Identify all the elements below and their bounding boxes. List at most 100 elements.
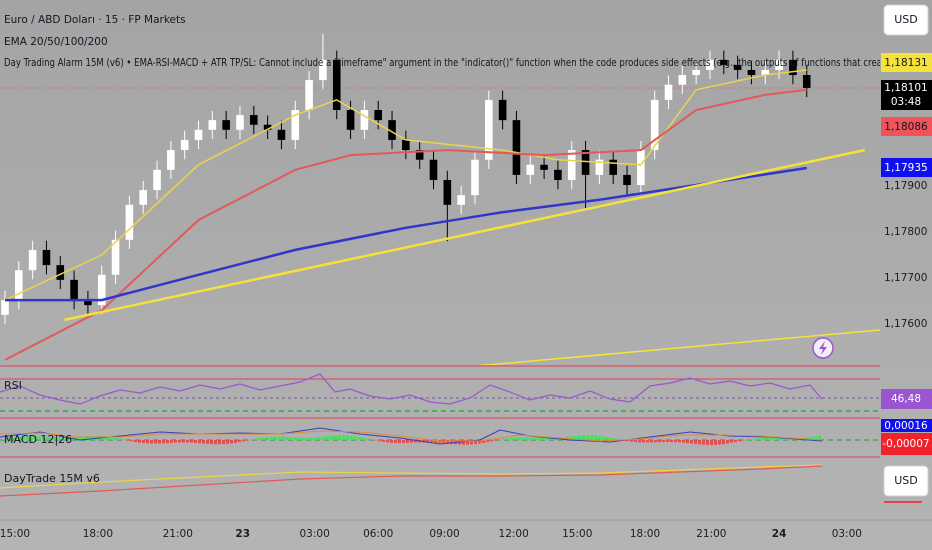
macd-hist-bar xyxy=(178,440,181,443)
overlay-line xyxy=(4,88,807,361)
candle-body xyxy=(415,150,424,160)
macd-hist-bar xyxy=(514,437,517,440)
x-tick-label: 24 xyxy=(772,528,787,540)
macd-hist-bar xyxy=(738,440,741,442)
macd-hist-bar xyxy=(350,436,353,440)
candle-body xyxy=(512,120,521,175)
macd-hist-bar xyxy=(162,440,165,444)
candle-body xyxy=(236,115,244,130)
candle-body xyxy=(471,159,479,196)
macd-hist-bar xyxy=(710,440,713,445)
macd-hist-bar xyxy=(194,440,197,443)
overlay-line xyxy=(4,69,807,301)
macd-hist-bar xyxy=(666,440,669,443)
macd-hist-bar xyxy=(610,437,613,440)
macd-hist-bar xyxy=(154,440,157,444)
macd-hist-bar xyxy=(362,437,365,440)
macd-hist-bar xyxy=(430,440,433,443)
x-tick-label: 21:00 xyxy=(696,528,726,540)
macd-hist-bar xyxy=(18,436,21,440)
candle-body xyxy=(609,159,618,175)
candle-body xyxy=(443,179,452,205)
macd-hist-bar xyxy=(386,440,389,443)
candle-body xyxy=(747,69,756,76)
macd-hist-bar xyxy=(650,440,653,443)
macd-hist-bar xyxy=(306,437,309,440)
macd-hist-bar xyxy=(190,440,193,443)
macd-hist-bar xyxy=(206,440,209,444)
macd-hist-bar xyxy=(674,440,677,443)
x-tick-label: 21:00 xyxy=(163,528,193,540)
overlay-line xyxy=(5,166,807,302)
macd-hist-bar xyxy=(410,440,413,443)
macd-hist-bar xyxy=(734,440,737,443)
candle-body xyxy=(733,64,742,70)
macd-hist-bar xyxy=(670,440,673,443)
macd-hist-bar xyxy=(346,435,349,440)
macd-hist-bar xyxy=(630,440,633,442)
macd-hist-bar xyxy=(446,440,449,444)
macd-hist-bar xyxy=(50,437,53,440)
macd-hist-bar xyxy=(774,437,777,440)
rsi-line xyxy=(0,373,823,405)
macd-hist-bar xyxy=(38,436,41,440)
currency-button[interactable] xyxy=(883,465,929,497)
macd-hist-bar xyxy=(330,435,333,440)
macd-hist-bar xyxy=(150,440,153,444)
macd-hist-bar xyxy=(302,437,305,440)
macd-hist-bar xyxy=(294,437,297,440)
x-tick-label: 15:00 xyxy=(562,528,592,540)
candle-body xyxy=(581,150,590,175)
candle-body xyxy=(14,270,23,301)
macd-value: 0,00016 xyxy=(884,420,928,432)
candle-body xyxy=(208,120,217,130)
macd-hist-bar xyxy=(786,438,789,440)
currency[interactable]: USD xyxy=(894,474,918,487)
ema-legend: EMA 20/50/100/200 xyxy=(4,36,108,48)
macd-hist-bar xyxy=(550,437,553,440)
macd-hist-bar xyxy=(730,440,733,443)
macd-hist-bar xyxy=(574,435,577,440)
x-tick-label: 09:00 xyxy=(429,528,459,540)
daytrade-line xyxy=(0,465,823,497)
macd-hist-bar xyxy=(714,440,717,445)
macd-hist-bar xyxy=(186,440,189,443)
macd-hist-bar xyxy=(766,437,769,440)
macd-hist-bar xyxy=(182,440,185,443)
macd-hist-bar xyxy=(310,437,313,440)
candle-body xyxy=(554,169,562,180)
currency-button[interactable] xyxy=(883,4,929,36)
macd-hist-bar xyxy=(582,435,585,440)
macd-hist-bar xyxy=(614,438,617,440)
macd-hist-bar xyxy=(698,440,701,445)
macd-hist-bar xyxy=(342,435,345,440)
candle-body xyxy=(789,59,797,76)
macd-hist-bar xyxy=(74,436,77,440)
macd-hist-bar xyxy=(10,437,13,440)
macd-hist-bar xyxy=(158,440,161,444)
candle-body xyxy=(194,129,203,140)
macd-hist-bar xyxy=(726,440,729,444)
candle-body xyxy=(678,75,687,85)
macd-hist-bar xyxy=(262,437,265,440)
macd-hist-bar xyxy=(542,437,545,440)
macd-hist-bar xyxy=(114,437,117,440)
macd-hist-bar xyxy=(538,437,541,440)
macd-hist-bar xyxy=(626,440,629,442)
price-badge xyxy=(881,80,932,110)
candle-body xyxy=(42,249,51,266)
macd-hist-bar xyxy=(474,440,477,445)
macd-hist-bar xyxy=(522,437,525,440)
macd-hist-bar xyxy=(678,440,681,443)
macd-hist-bar xyxy=(518,437,521,440)
macd-hist-bar xyxy=(218,440,221,445)
rsi-value: 46,48 xyxy=(891,393,921,405)
macd-hist-bar xyxy=(506,438,509,440)
candle-body xyxy=(402,139,410,151)
macd-hist-bar xyxy=(118,438,121,440)
macd-hist-bar xyxy=(34,436,37,440)
macd-hist-bar xyxy=(198,440,201,444)
candle-body xyxy=(84,300,92,306)
currency[interactable]: USD xyxy=(894,13,918,26)
